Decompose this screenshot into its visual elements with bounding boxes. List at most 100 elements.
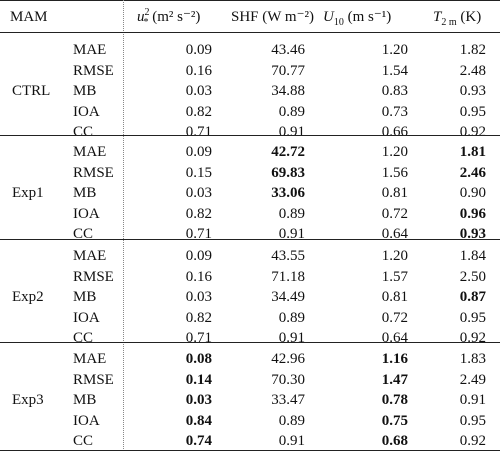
value-cell: 0.68 (381, 433, 408, 450)
value-cell: 0.03 (185, 392, 212, 409)
table-row: CC 0.71 0.91 0.66 0.92 (0, 121, 500, 143)
value-cell: 0.09 (185, 42, 212, 58)
value-cell: 0.93 (459, 83, 486, 100)
table-row: MB 0.03 34.49 0.81 0.87 (0, 286, 500, 308)
metric-label: CC (73, 226, 94, 243)
metric-label: RMSE (73, 62, 114, 79)
value-cell: 0.95 (459, 103, 486, 120)
value-cell: 0.03 (185, 289, 212, 306)
group-row-label: CTRL (0, 80, 500, 102)
value-cell: 0.72 (381, 309, 408, 326)
header-ustar-unit: (m² s⁻²) (152, 9, 201, 25)
value-cell: 0.92 (459, 330, 486, 347)
value-cell: 0.14 (185, 371, 212, 388)
value-cell: 1.20 (381, 42, 408, 58)
value-cell: 0.96 (459, 205, 486, 222)
group-label: CTRL (12, 83, 51, 100)
header-u10-sub: 10 (333, 17, 344, 28)
header-shf: SHF (W m⁻²) (231, 9, 314, 25)
value-cell: 0.92 (459, 433, 486, 450)
value-cell: 1.16 (381, 351, 408, 367)
table-row: MAE 0.09 43.55 1.20 1.84 (0, 245, 500, 267)
metric-label: RMSE (73, 371, 114, 388)
value-cell: 0.09 (185, 144, 212, 160)
value-cell: 1.47 (381, 371, 408, 388)
value-cell: 0.89 (278, 309, 305, 326)
header-t2m-symbol: T (433, 9, 442, 25)
table-row: MB 0.03 34.88 0.83 0.93 (0, 80, 500, 102)
value-cell: 1.82 (459, 42, 486, 58)
value-cell: 42.96 (271, 351, 305, 367)
table-row: RMSE 0.16 70.77 1.54 2.48 (0, 60, 500, 82)
value-cell: 0.90 (459, 185, 486, 202)
metric-label: MB (73, 185, 97, 202)
metric-label: IOA (73, 412, 100, 429)
value-cell: 34.49 (271, 289, 305, 306)
value-cell: 0.66 (381, 124, 408, 141)
value-cell: 0.81 (381, 185, 408, 202)
value-cell: 0.74 (185, 433, 212, 450)
group-row-label: Exp1 (0, 182, 500, 204)
value-cell: 0.72 (381, 205, 408, 222)
value-cell: 2.46 (459, 164, 486, 181)
metric-label: CC (73, 433, 94, 450)
header-t2m-unit: (K) (460, 9, 482, 25)
value-cell: 0.15 (185, 164, 212, 181)
value-cell: 1.56 (381, 164, 408, 181)
value-cell: 1.84 (459, 248, 486, 264)
value-cell: 33.47 (271, 392, 305, 409)
top-rule (0, 0, 500, 1)
group-rule (0, 135, 500, 136)
table-row: IOA 0.84 0.89 0.75 0.95 (0, 410, 500, 432)
table-row: MB 0.03 33.06 0.81 0.90 (0, 182, 500, 204)
value-cell: 0.91 (278, 124, 305, 141)
value-cell: 0.75 (381, 412, 408, 429)
metric-label: IOA (73, 309, 100, 326)
value-cell: 0.82 (185, 309, 212, 326)
value-cell: 0.81 (381, 289, 408, 306)
value-cell: 0.03 (185, 185, 212, 202)
value-cell: 0.89 (278, 205, 305, 222)
value-cell: 71.18 (271, 268, 305, 285)
value-cell: 0.95 (459, 309, 486, 326)
metric-label: CC (73, 124, 94, 141)
value-cell: 0.82 (185, 205, 212, 222)
value-cell: 2.50 (459, 268, 486, 285)
value-cell: 0.84 (185, 412, 212, 429)
group-label: Exp3 (12, 392, 44, 409)
value-cell: 1.57 (381, 268, 408, 285)
header-rule (0, 32, 500, 33)
group-label: Exp2 (12, 289, 44, 306)
metric-label: RMSE (73, 164, 114, 181)
metric-label: MB (73, 83, 97, 100)
value-cell: 43.55 (271, 248, 305, 264)
value-cell: 0.95 (459, 412, 486, 429)
value-cell: 0.89 (278, 412, 305, 429)
value-cell: 0.91 (278, 433, 305, 450)
table-row: CC 0.71 0.91 0.64 0.93 (0, 223, 500, 245)
value-cell: 0.16 (185, 268, 212, 285)
header-ustar-symbol: u (137, 9, 145, 25)
header-t2m-sub: 2 m (441, 17, 457, 28)
value-cell: 0.91 (278, 226, 305, 243)
value-cell: 1.83 (459, 351, 486, 367)
table-row: MAE 0.09 43.46 1.20 1.82 (0, 39, 500, 61)
value-cell: 0.93 (459, 226, 486, 243)
table-row: CC 0.71 0.91 0.64 0.92 (0, 327, 500, 349)
value-cell: 0.09 (185, 248, 212, 264)
header-u10: U10 (m s⁻¹) (323, 6, 391, 28)
value-cell: 0.64 (381, 330, 408, 347)
value-cell: 0.91 (459, 392, 486, 409)
value-cell: 0.89 (278, 103, 305, 120)
metric-label: MAE (73, 248, 107, 264)
group-label: Exp1 (12, 185, 44, 202)
table-row: MAE 0.08 42.96 1.16 1.83 (0, 348, 500, 370)
group-rule (0, 239, 500, 240)
value-cell: 0.16 (185, 62, 212, 79)
value-cell: 0.03 (185, 83, 212, 100)
value-cell: 0.92 (459, 124, 486, 141)
value-cell: 42.72 (271, 144, 305, 160)
value-cell: 0.83 (381, 83, 408, 100)
value-cell: 0.64 (381, 226, 408, 243)
